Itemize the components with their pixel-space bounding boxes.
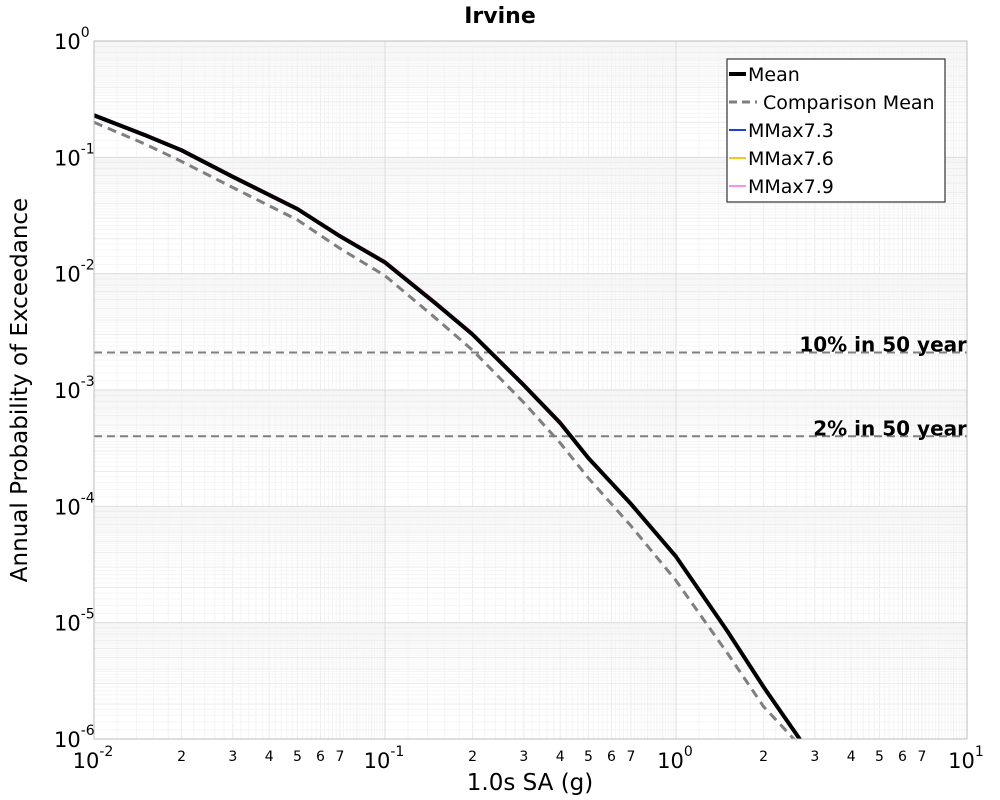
x-tick-base: 10 bbox=[948, 749, 975, 773]
x-minor-tick-label: 7 bbox=[335, 749, 344, 765]
y-tick-base: 10 bbox=[54, 495, 81, 519]
y-tick-exponent: 0 bbox=[81, 25, 90, 41]
plot-frame bbox=[93, 40, 968, 740]
x-minor-tick-label: 2 bbox=[759, 749, 768, 765]
x-minor-tick-label: 3 bbox=[810, 749, 819, 765]
x-tick-label: 10-1 bbox=[364, 744, 405, 773]
legend-label: Mean bbox=[748, 64, 800, 86]
y-tick-label: 10-4 bbox=[54, 490, 95, 519]
y-tick-exponent: -3 bbox=[81, 374, 95, 390]
y-tick-base: 10 bbox=[54, 263, 81, 287]
y-tick-base: 10 bbox=[54, 30, 81, 54]
series-lines bbox=[94, 113, 803, 739]
y-tick-base: 10 bbox=[54, 146, 81, 170]
x-tick-exponent: -2 bbox=[99, 744, 113, 760]
legend-frame bbox=[726, 58, 946, 203]
x-tick-label: 10-2 bbox=[73, 744, 114, 773]
y-tick-exponent: -4 bbox=[81, 490, 95, 506]
legend-label: Comparison Mean bbox=[763, 92, 935, 114]
y-tick-exponent: -6 bbox=[81, 723, 95, 739]
x-tick-exponent: -1 bbox=[390, 744, 404, 760]
y-tick-label: 10-1 bbox=[54, 141, 95, 170]
x-tick-label: 101 bbox=[948, 744, 984, 773]
x-tick-exponent: 0 bbox=[684, 744, 693, 760]
x-minor-tick-label: 6 bbox=[316, 749, 325, 765]
x-minor-tick-label: 7 bbox=[626, 749, 635, 765]
x-minor-tick-label: 5 bbox=[293, 749, 302, 765]
x-minor-tick-label: 7 bbox=[917, 749, 926, 765]
legend-label: MMax7.3 bbox=[748, 120, 834, 142]
reference-line-label: 10% in 50 year bbox=[799, 333, 967, 357]
legend: Mean Comparison Mean MMax7.3 MMax7.6 MMax7.9 bbox=[726, 58, 946, 203]
y-tick-base: 10 bbox=[54, 379, 81, 403]
x-tick-base: 10 bbox=[364, 749, 391, 773]
x-tick-base: 10 bbox=[657, 749, 684, 773]
x-tick-base: 10 bbox=[73, 749, 100, 773]
x-axis-label: 1.0s SA (g) bbox=[467, 770, 594, 796]
y-tick-label: 10-2 bbox=[54, 258, 95, 287]
y-tick-exponent: -2 bbox=[81, 258, 95, 274]
y-tick-label: 10-6 bbox=[54, 723, 95, 752]
y-tick-label: 100 bbox=[54, 25, 90, 54]
y-axis-label: Annual Probability of Exceedance bbox=[7, 198, 33, 582]
series-line-comparison-mean bbox=[94, 120, 796, 739]
x-minor-tick-label: 5 bbox=[584, 749, 593, 765]
reference-lines: 10% in 50 year 2% in 50 year bbox=[94, 333, 967, 440]
y-tick-label: 10-5 bbox=[54, 607, 95, 636]
x-tick-label: 100 bbox=[657, 744, 693, 773]
y-tick-exponent: -1 bbox=[81, 141, 95, 157]
x-minor-tick-label: 4 bbox=[265, 749, 274, 765]
x-minor-tick-label: 3 bbox=[519, 749, 528, 765]
x-minor-tick-label: 3 bbox=[228, 749, 237, 765]
x-minor-tick-label: 2 bbox=[177, 749, 186, 765]
y-tick-exponent: -5 bbox=[81, 607, 95, 623]
x-minor-tick-label: 4 bbox=[847, 749, 856, 765]
x-minor-tick-label: 4 bbox=[556, 749, 565, 765]
x-minor-tick-label: 2 bbox=[468, 749, 477, 765]
reference-line-label: 2% in 50 year bbox=[813, 416, 967, 440]
legend-label: MMax7.9 bbox=[748, 176, 834, 198]
y-tick-base: 10 bbox=[54, 612, 81, 636]
legend-label: MMax7.6 bbox=[748, 148, 834, 170]
series-line-mean bbox=[94, 113, 803, 739]
x-minor-tick-label: 5 bbox=[875, 749, 884, 765]
x-minor-tick-label: 6 bbox=[898, 749, 907, 765]
y-tick-base: 10 bbox=[54, 728, 81, 752]
x-minor-tick-label: 6 bbox=[607, 749, 616, 765]
y-tick-label: 10-3 bbox=[54, 374, 95, 403]
x-tick-exponent: 1 bbox=[975, 744, 984, 760]
chart-title: Irvine bbox=[464, 4, 536, 29]
